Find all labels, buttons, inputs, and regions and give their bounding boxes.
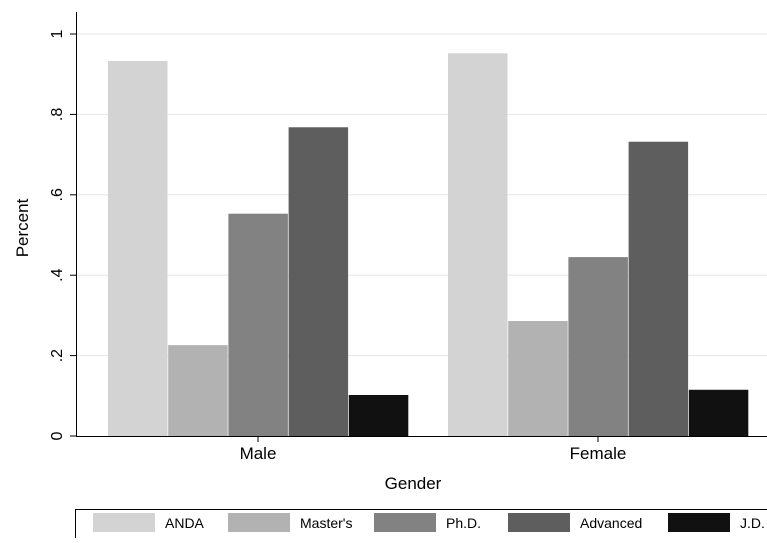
x-axis-title: Gender — [385, 474, 442, 493]
legend-swatch — [668, 513, 730, 532]
y-tick-label: .2 — [49, 349, 66, 362]
y-axis-title: Percent — [13, 198, 32, 257]
y-tick-label: .8 — [49, 108, 66, 121]
bar-ph-d--male — [228, 214, 288, 436]
bar-master-s-male — [168, 345, 228, 436]
x-tick-label: Male — [240, 444, 277, 463]
legend: ANDA Master's Ph.D. Advanced J.D. — [76, 510, 767, 539]
bar-advanced-female — [629, 142, 689, 436]
legend-swatch — [93, 513, 155, 532]
y-tick-label: 0 — [49, 431, 66, 440]
legend-label: Master's — [300, 515, 352, 531]
legend-label: J.D. — [740, 515, 765, 531]
legend-label: Ph.D. — [446, 515, 481, 531]
bar-anda-male — [108, 61, 168, 436]
bar-j-d--male — [349, 395, 409, 436]
y-tick-label: .6 — [49, 188, 66, 201]
legend-label: ANDA — [165, 515, 205, 531]
x-tick-label: Female — [570, 444, 627, 463]
y-tick-label: .4 — [49, 268, 66, 281]
bar-j-d--female — [689, 390, 749, 436]
legend-swatch — [508, 513, 570, 532]
legend-swatch — [228, 513, 290, 532]
bar-advanced-male — [289, 127, 349, 436]
legend-swatch — [374, 513, 436, 532]
bar-anda-female — [448, 53, 508, 436]
bar-ph-d--female — [568, 257, 628, 436]
y-tick-label: 1 — [49, 29, 66, 38]
bar-master-s-female — [508, 321, 568, 436]
legend-label: Advanced — [580, 515, 642, 531]
